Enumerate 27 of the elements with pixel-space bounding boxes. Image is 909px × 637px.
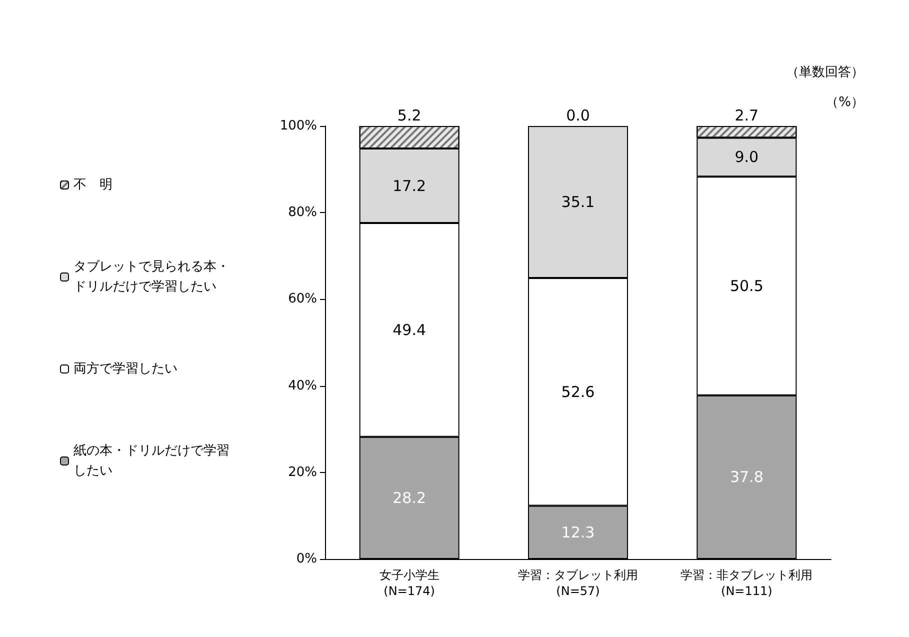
y-tick-label: 0%: [296, 552, 317, 566]
y-tick-label: 80%: [288, 205, 317, 220]
y-tick-label: 40%: [288, 378, 317, 394]
data-label: 9.0: [734, 148, 759, 166]
data-label: 17.2: [392, 176, 426, 195]
data-label: 5.2: [397, 106, 422, 124]
data-label: 2.7: [734, 106, 759, 124]
data-label: 28.2: [392, 488, 426, 507]
y-tick-label: 20%: [288, 464, 317, 480]
data-label: 12.3: [561, 523, 595, 542]
legend-label: タブレットで見られる本・ドリルだけで学習したい: [74, 260, 230, 294]
data-label: 37.8: [730, 468, 764, 486]
legend-label: 両方で学習したい: [74, 360, 178, 376]
data-label: 52.6: [561, 382, 595, 401]
data-label: 49.4: [392, 320, 426, 339]
legend-label: 紙の本・ドリルだけで学習したい: [74, 444, 230, 478]
y-tick-label: 100%: [280, 118, 317, 134]
x-tick-label: 学習：非タブレット利用 (N=111): [680, 568, 813, 598]
text: （%）: [826, 95, 864, 110]
data-label: 35.1: [561, 192, 595, 211]
y-tick-label: 60%: [288, 292, 317, 307]
data-label: 0.0: [566, 106, 590, 124]
legend-label: 不 明: [74, 178, 112, 192]
x-tick-label: 学習：タブレット利用 (N=57): [518, 568, 638, 598]
data-label: 50.5: [730, 276, 764, 295]
text: （単数回答）: [786, 65, 864, 80]
x-tick-label: 女子小学生 (N=174): [379, 568, 440, 598]
